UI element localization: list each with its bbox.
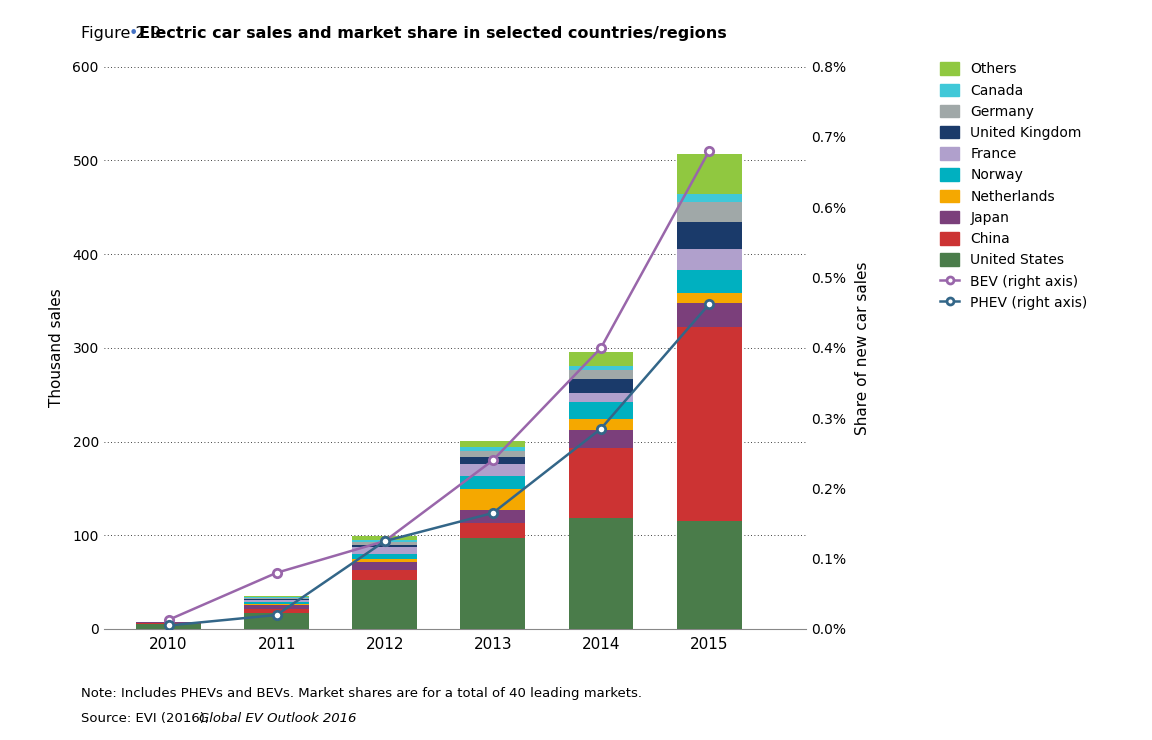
Bar (569, 379, 634, 393)
Bar (353, 554, 417, 559)
Bar (136, 623, 200, 625)
Text: Note: Includes PHEVs and BEVs. Market shares are for a total of 40 leading marke: Note: Includes PHEVs and BEVs. Market sh… (81, 687, 642, 700)
Bar (461, 510, 525, 523)
Bar (461, 457, 525, 464)
Bar (353, 540, 417, 542)
Bar (136, 625, 200, 629)
Bar (461, 477, 525, 489)
Bar (353, 580, 417, 629)
Bar (569, 402, 634, 419)
Bar (676, 521, 742, 629)
Bar (569, 352, 634, 366)
Bar (244, 602, 309, 604)
Bar (244, 613, 309, 629)
Bar (461, 451, 525, 457)
Bar (353, 536, 417, 540)
Bar (136, 622, 200, 623)
Bar (676, 201, 742, 222)
Y-axis label: Thousand sales: Thousand sales (50, 289, 65, 407)
Bar (676, 294, 742, 303)
Text: .: . (304, 712, 309, 725)
Bar (676, 303, 742, 327)
Bar (569, 393, 634, 402)
Bar (569, 519, 634, 629)
Bar (244, 599, 309, 600)
Bar (461, 489, 525, 510)
Bar (676, 270, 742, 294)
Bar (569, 430, 634, 448)
Text: Global EV Outlook 2016: Global EV Outlook 2016 (199, 712, 357, 725)
Bar (569, 419, 634, 430)
Bar (353, 562, 417, 570)
Bar (353, 559, 417, 562)
Bar (461, 523, 525, 538)
Bar (569, 448, 634, 519)
Bar (244, 597, 309, 598)
Bar (461, 538, 525, 629)
Bar (244, 598, 309, 599)
Text: •: • (129, 26, 144, 41)
Bar (461, 440, 525, 447)
Text: Source: EVI (2016),: Source: EVI (2016), (81, 712, 213, 725)
Bar (244, 596, 309, 597)
Bar (461, 464, 525, 477)
Y-axis label: Share of new car sales: Share of new car sales (855, 261, 870, 434)
Bar (569, 370, 634, 379)
Bar (353, 548, 417, 554)
Bar (676, 249, 742, 270)
Text: Figure 2.9: Figure 2.9 (81, 26, 166, 41)
Legend: Others, Canada, Germany, United Kingdom, France, Norway, Netherlands, Japan, Chi: Others, Canada, Germany, United Kingdom,… (940, 62, 1087, 310)
Bar (244, 600, 309, 602)
Bar (244, 609, 309, 613)
Bar (353, 542, 417, 545)
Bar (461, 447, 525, 451)
Bar (353, 545, 417, 548)
Text: Electric car sales and market share in selected countries/regions: Electric car sales and market share in s… (139, 26, 727, 41)
Bar (353, 570, 417, 580)
Bar (244, 605, 309, 609)
Bar (569, 366, 634, 370)
Bar (244, 604, 309, 605)
Bar (676, 222, 742, 249)
Bar (676, 194, 742, 201)
Bar (676, 154, 742, 194)
Bar (676, 327, 742, 521)
